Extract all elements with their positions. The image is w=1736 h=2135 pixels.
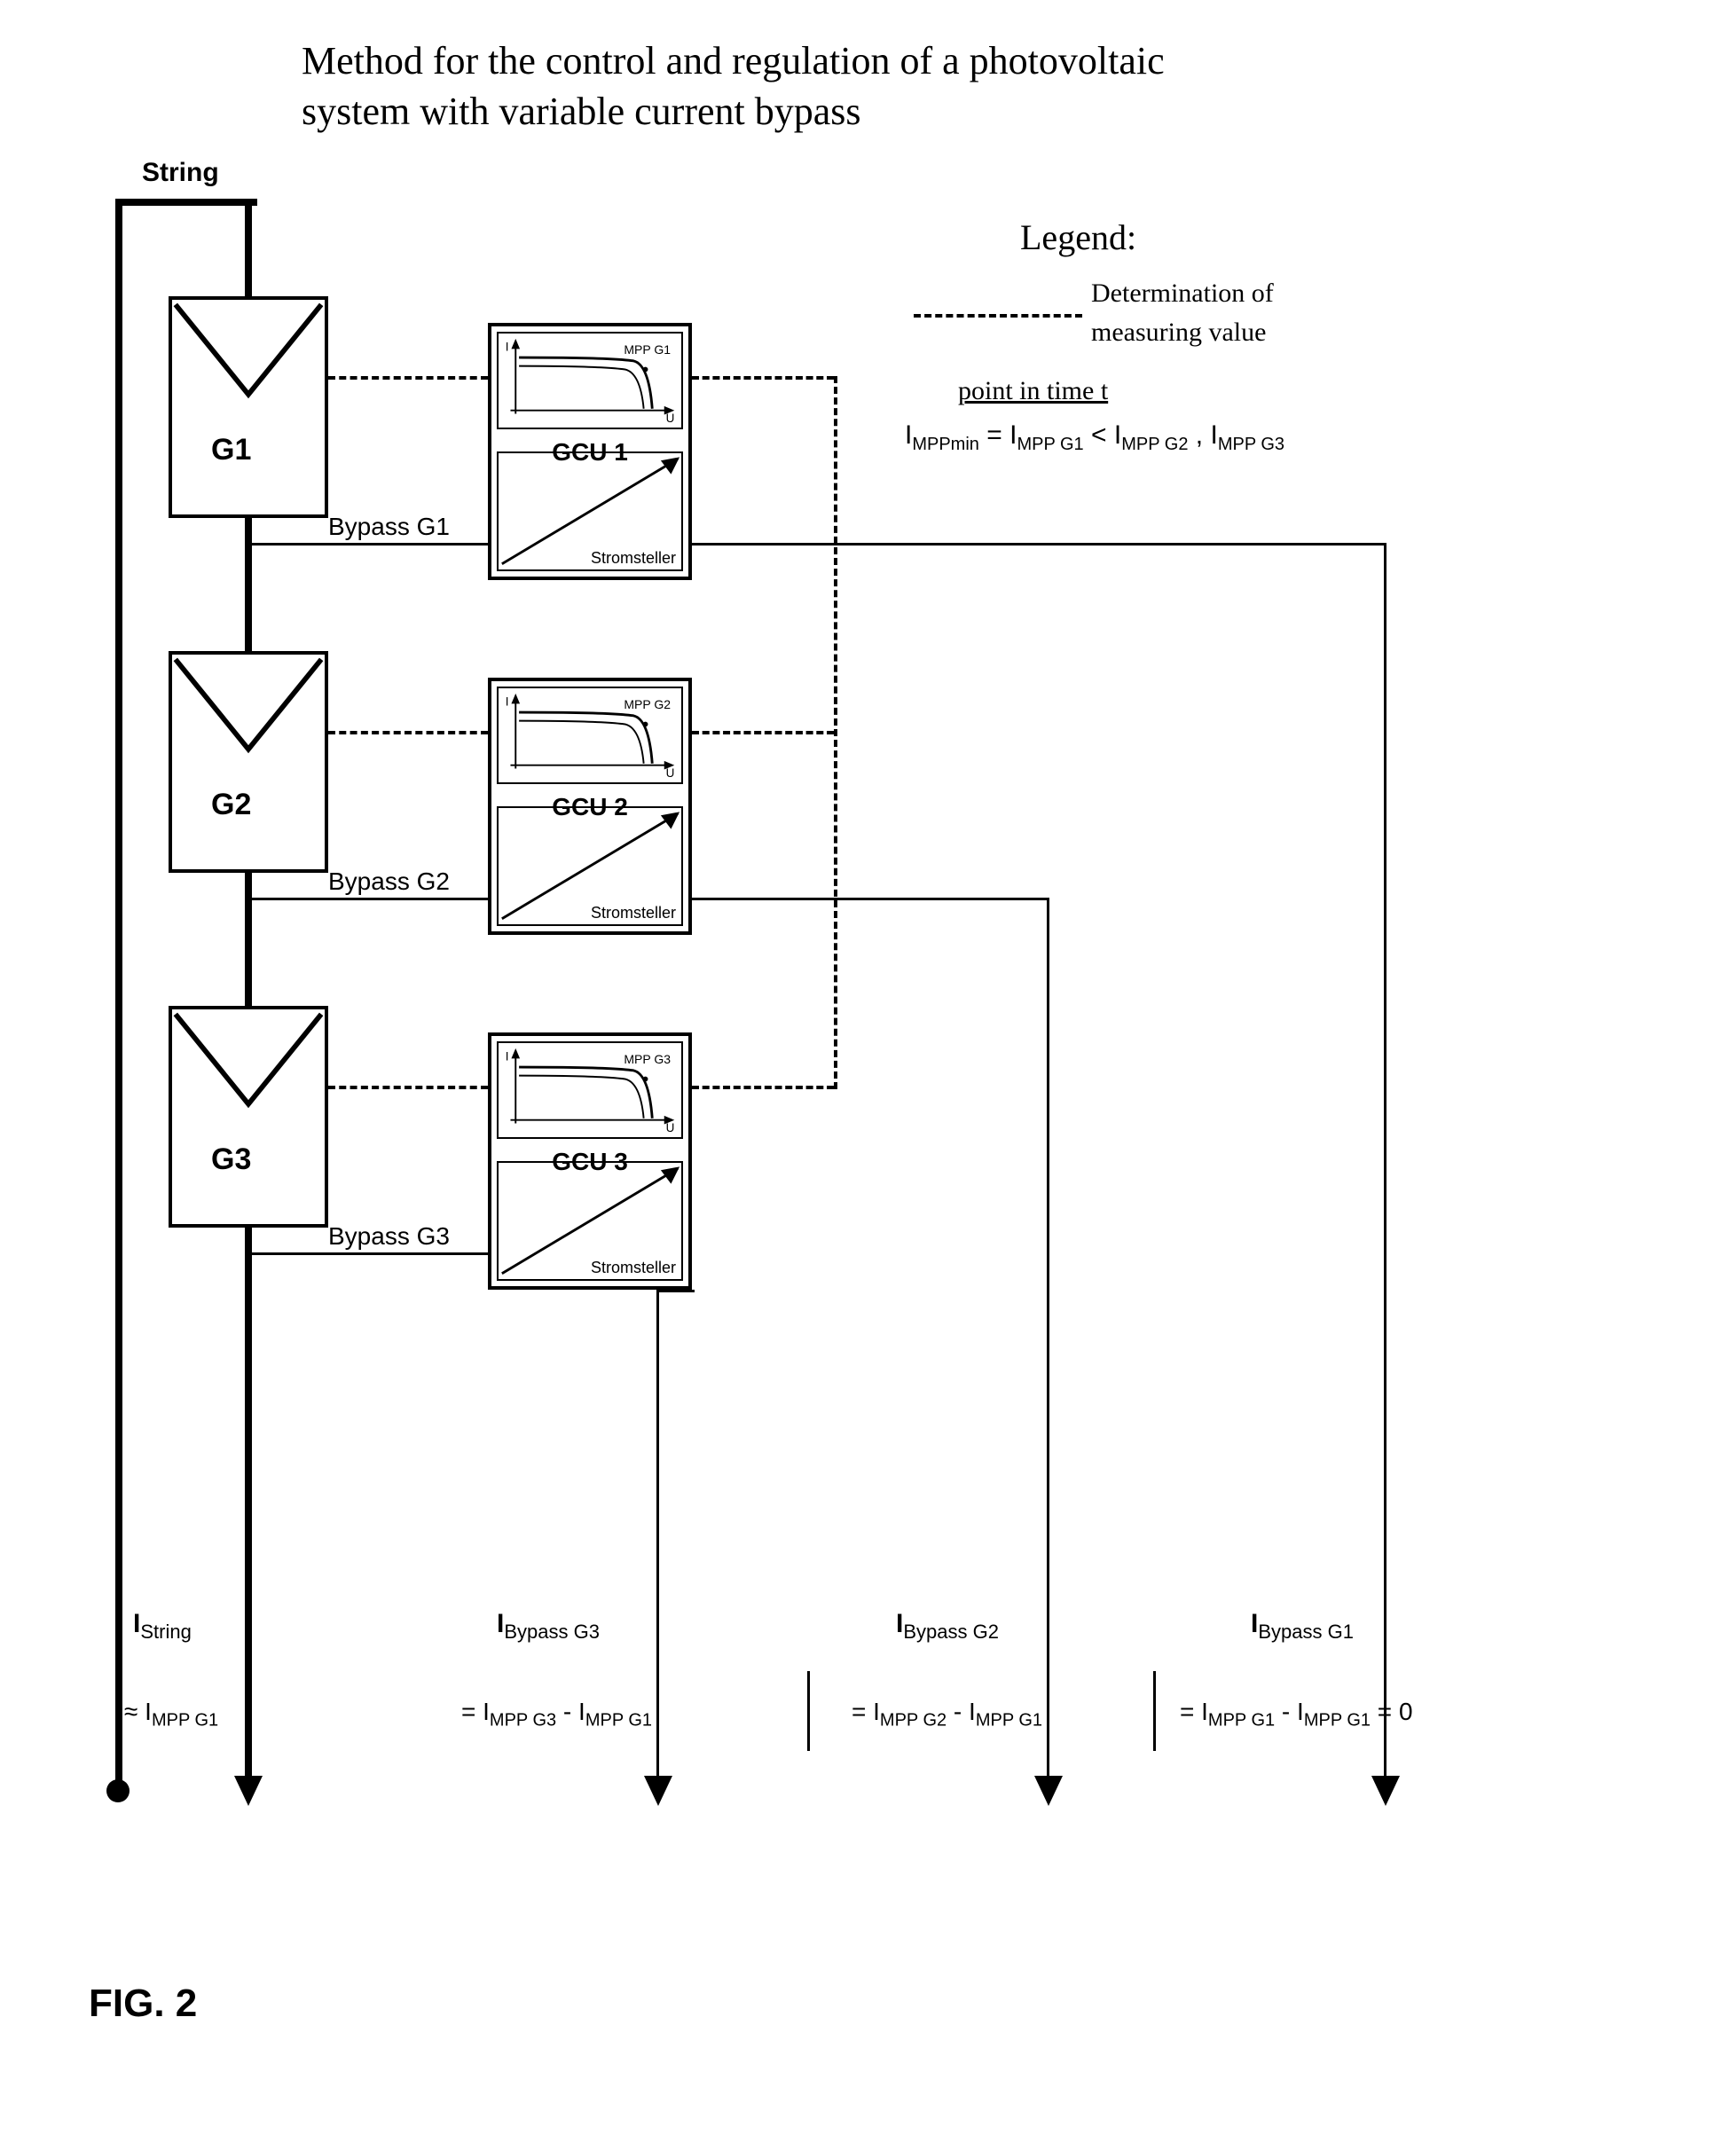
eq-t1: IMPP G1 — [1009, 420, 1084, 450]
gcu3-strom: Stromsteller — [497, 1161, 683, 1281]
page-title: Method for the control and regulation of… — [302, 35, 1189, 137]
eq-t2: IMPP G2 — [1114, 420, 1189, 450]
bypass-g3-h1 — [248, 1252, 488, 1255]
gcu3-mpp-tag: MPP G3 — [624, 1052, 671, 1066]
gcu2-curve: I U MPP G2 — [497, 687, 683, 784]
eq-comma: , — [1196, 420, 1211, 450]
legend-dash — [914, 314, 1082, 318]
bypass-g2-h2 — [692, 898, 1049, 900]
generator-g2-label: G2 — [211, 788, 251, 822]
ibypg3-eq: = IMPP G3 - IMPP G1 — [461, 1698, 652, 1731]
ibypg2-label: IBypass G2 — [896, 1609, 999, 1644]
dash-g3-gcu3 — [328, 1086, 488, 1089]
gcu1-strom: Stromsteller — [497, 451, 683, 571]
svg-text:U: U — [666, 412, 675, 426]
legend-pit: point in time t — [958, 376, 1108, 406]
eq-t3: IMPP G3 — [1210, 420, 1284, 450]
dash-gcu2-bus — [692, 731, 834, 734]
string-arrow — [234, 1776, 263, 1806]
generator-g1-label: G1 — [211, 433, 251, 467]
bypass-g1-h1 — [248, 543, 488, 546]
sep2 — [1153, 1671, 1156, 1751]
ibypg1-label: IBypass G1 — [1251, 1609, 1354, 1644]
legend-title: Legend: — [1020, 216, 1136, 258]
gcu2-strom-label: Stromsteller — [591, 904, 676, 922]
string-gen-v-23 — [245, 873, 252, 1006]
bypass-g3-label: Bypass G3 — [328, 1222, 450, 1251]
dash-vbus — [834, 376, 837, 1089]
bypass-g1-v — [1384, 543, 1386, 1778]
bypass-g2-arrow — [1034, 1776, 1063, 1806]
string-dot — [106, 1779, 130, 1802]
svg-text:U: U — [666, 767, 675, 781]
generator-g3: G3 — [169, 1006, 328, 1228]
ibypg2-eq: = IMPP G2 - IMPP G1 — [852, 1698, 1042, 1731]
string-gen-v-top — [245, 199, 252, 296]
gcu-1: I U MPP G1 GCU 1 Stromsteller — [488, 323, 692, 580]
sep1 — [807, 1671, 810, 1751]
gcu2-mpp-tag: MPP G2 — [624, 697, 671, 711]
gcu1-curve: I U MPP G1 — [497, 332, 683, 429]
diagram: String G1 G2 G3 — [18, 190, 1703, 1964]
svg-text:I: I — [506, 1050, 509, 1064]
istring-eq: ≈ IMPP G1 — [124, 1698, 218, 1731]
eq-eq: = — [986, 420, 1009, 450]
legend-measure2: measuring value — [1091, 318, 1266, 348]
generator-g1: G1 — [169, 296, 328, 518]
bypass-g2-v — [1047, 898, 1049, 1778]
string-left-v — [115, 199, 122, 1786]
bypass-g3-h2 — [656, 1290, 695, 1292]
svg-text:I: I — [506, 695, 509, 709]
gcu-3: I U MPP G3 GCU 3 Stromsteller — [488, 1032, 692, 1290]
bypass-g2-label: Bypass G2 — [328, 867, 450, 896]
legend-measure1: Determination of — [1091, 279, 1274, 309]
bypass-g1-label: Bypass G1 — [328, 513, 450, 541]
gcu1-mpp-tag: MPP G1 — [624, 342, 671, 357]
bypass-g1-h2 — [692, 543, 1386, 546]
dash-g2-gcu2 — [328, 731, 488, 734]
eq-lt: < — [1091, 420, 1114, 450]
ibypg3-label: IBypass G3 — [497, 1609, 600, 1644]
gcu2-strom: Stromsteller — [497, 806, 683, 926]
gcu3-curve: I U MPP G3 — [497, 1041, 683, 1139]
svg-text:I: I — [506, 341, 509, 354]
gcu3-strom-label: Stromsteller — [591, 1259, 676, 1277]
svg-text:U: U — [666, 1122, 675, 1135]
bypass-g3-arrow — [644, 1776, 672, 1806]
figure-label: FIG. 2 — [89, 1982, 1718, 2026]
generator-g3-label: G3 — [211, 1142, 251, 1177]
gcu1-strom-label: Stromsteller — [591, 549, 676, 568]
bypass-g3-v — [656, 1290, 659, 1778]
istring-label: IString — [133, 1609, 192, 1644]
dash-gcu1-bus — [692, 376, 834, 380]
string-gen-v-bot — [245, 1228, 252, 1778]
string-top-h — [115, 199, 257, 206]
dash-g1-gcu1 — [328, 376, 488, 380]
bypass-g2-h1 — [248, 898, 488, 900]
ibypg1-eq: = IMPP G1 - IMPP G1 = 0 — [1180, 1698, 1413, 1731]
bypass-g1-arrow — [1371, 1776, 1400, 1806]
legend-equation: IMPPmin = IMPP G1 < IMPP G2 , IMPP G3 — [905, 420, 1284, 455]
string-gen-v-12 — [245, 518, 252, 651]
gcu-2: I U MPP G2 GCU 2 Stromsteller — [488, 678, 692, 935]
string-label: String — [142, 158, 219, 188]
eq-impp: IMPPmin — [905, 420, 979, 450]
dash-gcu3-bus — [692, 1086, 834, 1089]
generator-g2: G2 — [169, 651, 328, 873]
